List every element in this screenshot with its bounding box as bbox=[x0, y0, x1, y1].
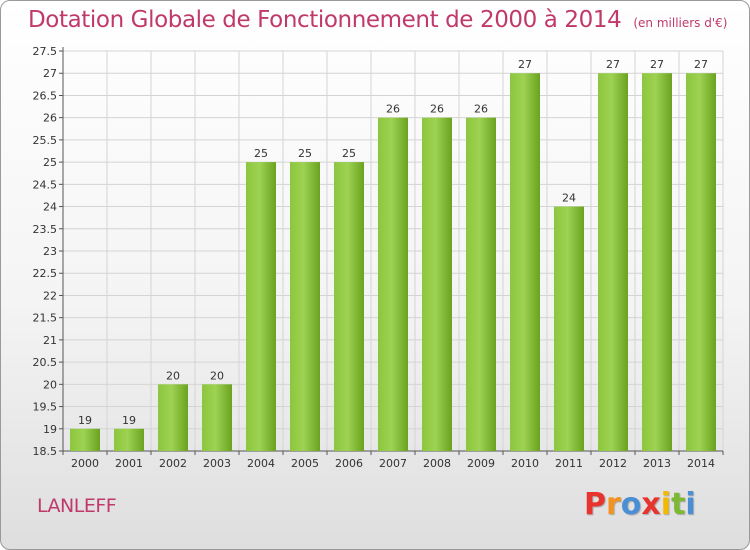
logo-letter: o bbox=[620, 487, 642, 522]
y-tick-label: 19.5 bbox=[33, 401, 58, 414]
logo-letter: i bbox=[660, 487, 672, 522]
bar-2004 bbox=[246, 162, 276, 451]
data-label-2004: 25 bbox=[254, 147, 268, 160]
x-tick-label: 2008 bbox=[423, 457, 451, 470]
axes: 18.5 19 19.5 20 20.5 21 21.5 22 22.5 23 23.5 24 24.5… bbox=[33, 45, 724, 470]
bar-2008 bbox=[422, 117, 452, 452]
y-tick-label: 26.5 bbox=[33, 89, 58, 102]
x-tick-label: 2014 bbox=[687, 457, 715, 470]
bar-2013 bbox=[642, 73, 672, 451]
bar-2012 bbox=[598, 73, 628, 451]
data-label-2007: 26 bbox=[386, 103, 400, 116]
y-tick-label: 23 bbox=[43, 245, 57, 258]
x-tick-label: 2012 bbox=[599, 457, 627, 470]
x-tick-label: 2005 bbox=[291, 457, 319, 470]
commune-name: LANLEFF bbox=[37, 495, 117, 517]
bar-2014 bbox=[686, 73, 716, 451]
y-tick-label: 27 bbox=[43, 67, 57, 80]
data-label-2010: 27 bbox=[518, 58, 532, 71]
bars bbox=[70, 73, 716, 452]
y-tick-label: 18.5 bbox=[33, 445, 58, 458]
logo-letter: r bbox=[606, 487, 621, 522]
x-tick-label: 2000 bbox=[71, 457, 99, 470]
logo-letter: i bbox=[685, 487, 696, 522]
bar-2003 bbox=[202, 384, 232, 451]
bar-2001 bbox=[114, 428, 144, 451]
x-tick-label: 2004 bbox=[247, 457, 275, 470]
y-tick-label: 23.5 bbox=[33, 223, 58, 236]
data-labels: 19 19 20 20 25 25 25 26 26 26 27 24 27 27 27 bbox=[78, 58, 708, 427]
x-tick-label: 2002 bbox=[159, 457, 187, 470]
y-tick-label: 25 bbox=[43, 156, 57, 169]
data-label-2005: 25 bbox=[298, 147, 312, 160]
y-tick-label: 26 bbox=[43, 112, 57, 125]
logo-letter: x bbox=[641, 487, 661, 522]
data-label-2001: 19 bbox=[122, 414, 136, 427]
y-tick-label: 22.5 bbox=[33, 267, 58, 280]
data-label-2006: 25 bbox=[342, 147, 356, 160]
x-tick-label: 2011 bbox=[555, 457, 583, 470]
data-label-2012: 27 bbox=[606, 58, 620, 71]
x-tick-label: 2007 bbox=[379, 457, 407, 470]
data-label-2013: 27 bbox=[650, 58, 664, 71]
y-tick-label: 22 bbox=[43, 289, 57, 302]
data-label-2014: 27 bbox=[694, 58, 708, 71]
data-label-2003: 20 bbox=[210, 369, 224, 382]
x-tick-label: 2006 bbox=[335, 457, 363, 470]
bar-2011 bbox=[554, 206, 584, 451]
chart-subtitle: (en milliers d'€) bbox=[633, 16, 728, 30]
data-label-2000: 19 bbox=[78, 414, 92, 427]
data-label-2009: 26 bbox=[474, 103, 488, 116]
chart-title: Dotation Globale de Fonctionnement de 20… bbox=[28, 7, 727, 33]
x-tick-label: 2013 bbox=[643, 457, 671, 470]
y-tick-label: 19 bbox=[43, 423, 57, 436]
y-tick-label: 20.5 bbox=[33, 356, 58, 369]
x-tick-label: 2010 bbox=[511, 457, 539, 470]
y-tick-label: 24.5 bbox=[33, 178, 58, 191]
logo-letter: P bbox=[584, 487, 606, 522]
bar-2010 bbox=[510, 73, 540, 451]
y-tick-label: 27.5 bbox=[33, 45, 58, 58]
x-tick-label: 2001 bbox=[115, 457, 143, 470]
y-tick-label: 24 bbox=[43, 201, 57, 214]
bar-2002 bbox=[158, 384, 188, 451]
data-label-2002: 20 bbox=[166, 369, 180, 382]
y-tick-label: 20 bbox=[43, 378, 57, 391]
y-tick-label: 21.5 bbox=[33, 312, 58, 325]
x-tick-label: 2003 bbox=[203, 457, 231, 470]
bar-2006 bbox=[334, 162, 364, 451]
proxiti-logo: Proxiti bbox=[584, 487, 696, 522]
data-label-2008: 26 bbox=[430, 103, 444, 116]
bar-2007 bbox=[378, 117, 408, 452]
bar-2000 bbox=[70, 428, 100, 451]
x-tick-label: 2009 bbox=[467, 457, 495, 470]
logo-letter: t bbox=[671, 487, 686, 522]
chart-title-text: Dotation Globale de Fonctionnement de 20… bbox=[28, 7, 622, 33]
bar-2009 bbox=[466, 117, 496, 452]
bar-2005 bbox=[290, 162, 320, 451]
y-tick-label: 25.5 bbox=[33, 134, 58, 147]
data-label-2011: 24 bbox=[562, 192, 576, 205]
y-tick-label: 21 bbox=[43, 334, 57, 347]
